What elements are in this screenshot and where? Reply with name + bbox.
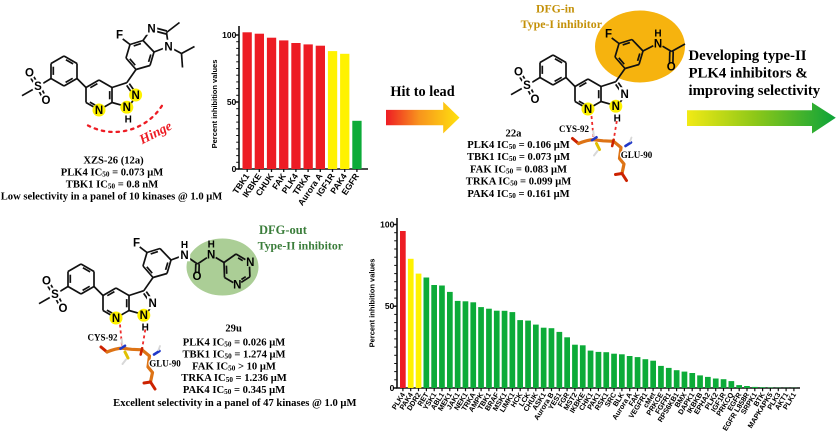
svg-text:Type-I inhibitor: Type-I inhibitor <box>521 17 603 31</box>
svg-text:N: N <box>612 101 620 113</box>
svg-text:O: O <box>42 276 51 288</box>
svg-text:TBK1 IC50 = 0.8 nM: TBK1 IC50 = 0.8 nM <box>66 180 158 191</box>
svg-text:N: N <box>148 298 156 310</box>
svg-text:CYS-92: CYS-92 <box>559 124 590 134</box>
svg-text:GLU-90: GLU-90 <box>149 359 181 369</box>
svg-text:PLK4 IC50 = 0.106 μM: PLK4 IC50 = 0.106 μM <box>467 140 570 151</box>
svg-text:N: N <box>180 250 188 262</box>
svg-text:N: N <box>123 102 131 114</box>
svg-text:50: 50 <box>227 97 237 107</box>
svg-text:0: 0 <box>232 164 237 174</box>
svg-text:TRKA IC50 = 1.236 μM: TRKA IC50 = 1.236 μM <box>181 373 286 384</box>
svg-text:O: O <box>531 94 540 106</box>
svg-text:TBK1 IC50 = 0.073 μM: TBK1 IC50 = 0.073 μM <box>467 152 570 163</box>
svg-text:22a: 22a <box>506 129 523 140</box>
svg-text:F: F <box>116 29 123 41</box>
svg-text:N: N <box>654 38 662 50</box>
svg-text:N: N <box>584 104 592 116</box>
svg-text:PLK4 IC50 = 0.073 μM: PLK4 IC50 = 0.073 μM <box>61 168 164 179</box>
svg-text:PLK4 IC50 = 0.026 μM: PLK4 IC50 = 0.026 μM <box>183 337 286 348</box>
svg-text:H: H <box>142 322 149 333</box>
svg-text:FAK IC50 > 10 μM: FAK IC50 > 10 μM <box>192 361 276 372</box>
svg-text:O: O <box>193 271 202 283</box>
svg-text:100: 100 <box>222 30 236 40</box>
svg-text:FAK IC50 = 0.083 μM: FAK IC50 = 0.083 μM <box>470 164 567 175</box>
svg-text:PAK4 IC50 = 0.345 μM: PAK4 IC50 = 0.345 μM <box>183 385 285 396</box>
svg-text:S: S <box>34 81 42 93</box>
svg-text:N: N <box>140 310 148 322</box>
svg-text:100: 100 <box>380 220 394 230</box>
svg-text:29u: 29u <box>225 324 242 335</box>
svg-text:H: H <box>181 240 188 251</box>
svg-text:F: F <box>133 237 140 249</box>
svg-text:Developing type-II: Developing type-II <box>689 48 807 64</box>
svg-text:TBK1 IC50 = 1.274 μM: TBK1 IC50 = 1.274 μM <box>182 350 285 361</box>
svg-text:DFG-in: DFG-in <box>536 1 575 15</box>
svg-text:50: 50 <box>385 301 395 311</box>
svg-text:TRKA IC50 = 0.099 μM: TRKA IC50 = 0.099 μM <box>466 177 571 188</box>
svg-text:PLK4 inhibitors &: PLK4 inhibitors & <box>689 65 808 81</box>
svg-text:Percent inhibition values: Percent inhibition values <box>210 60 219 149</box>
svg-text:O: O <box>514 67 523 79</box>
svg-text:O: O <box>667 62 676 74</box>
svg-text:O: O <box>59 303 68 315</box>
svg-text:Type-II inhibitor: Type-II inhibitor <box>258 238 343 252</box>
svg-text:O: O <box>42 95 51 107</box>
svg-text:N: N <box>246 257 254 269</box>
svg-text:F: F <box>605 28 612 40</box>
svg-text:N: N <box>112 313 120 325</box>
svg-text:Excellent selectivity in a pan: Excellent selectivity in a panel of 47 k… <box>113 398 356 409</box>
svg-text:H: H <box>654 29 661 40</box>
svg-text:N: N <box>233 280 241 292</box>
svg-text:Low selectivity in a panel of: Low selectivity in a panel of 10 kinases… <box>1 192 223 203</box>
svg-text:N: N <box>131 90 139 102</box>
svg-text:N: N <box>207 250 215 262</box>
svg-text:O: O <box>25 68 34 80</box>
svg-text:GLU-90: GLU-90 <box>621 150 653 160</box>
svg-text:H: H <box>614 113 621 124</box>
svg-text:S: S <box>51 289 59 301</box>
svg-text:N: N <box>164 41 172 53</box>
svg-text:N: N <box>147 23 155 35</box>
svg-text:XZS-26 (12a): XZS-26 (12a) <box>83 156 144 167</box>
svg-text:improving selectivity: improving selectivity <box>689 83 821 99</box>
svg-text:H: H <box>208 240 215 251</box>
svg-text:CYS-92: CYS-92 <box>87 333 118 343</box>
svg-text:N: N <box>620 89 628 101</box>
svg-text:H: H <box>125 114 132 125</box>
svg-text:PAK4 IC50 = 0.161 μM: PAK4 IC50 = 0.161 μM <box>467 189 569 200</box>
svg-text:0: 0 <box>390 383 395 393</box>
svg-text:N: N <box>95 105 103 117</box>
svg-text:Hit to lead: Hit to lead <box>390 84 454 100</box>
svg-text:S: S <box>523 80 531 92</box>
svg-text:DFG-out: DFG-out <box>259 223 308 237</box>
svg-text:Percent inhibition values: Percent inhibition values <box>368 259 377 348</box>
